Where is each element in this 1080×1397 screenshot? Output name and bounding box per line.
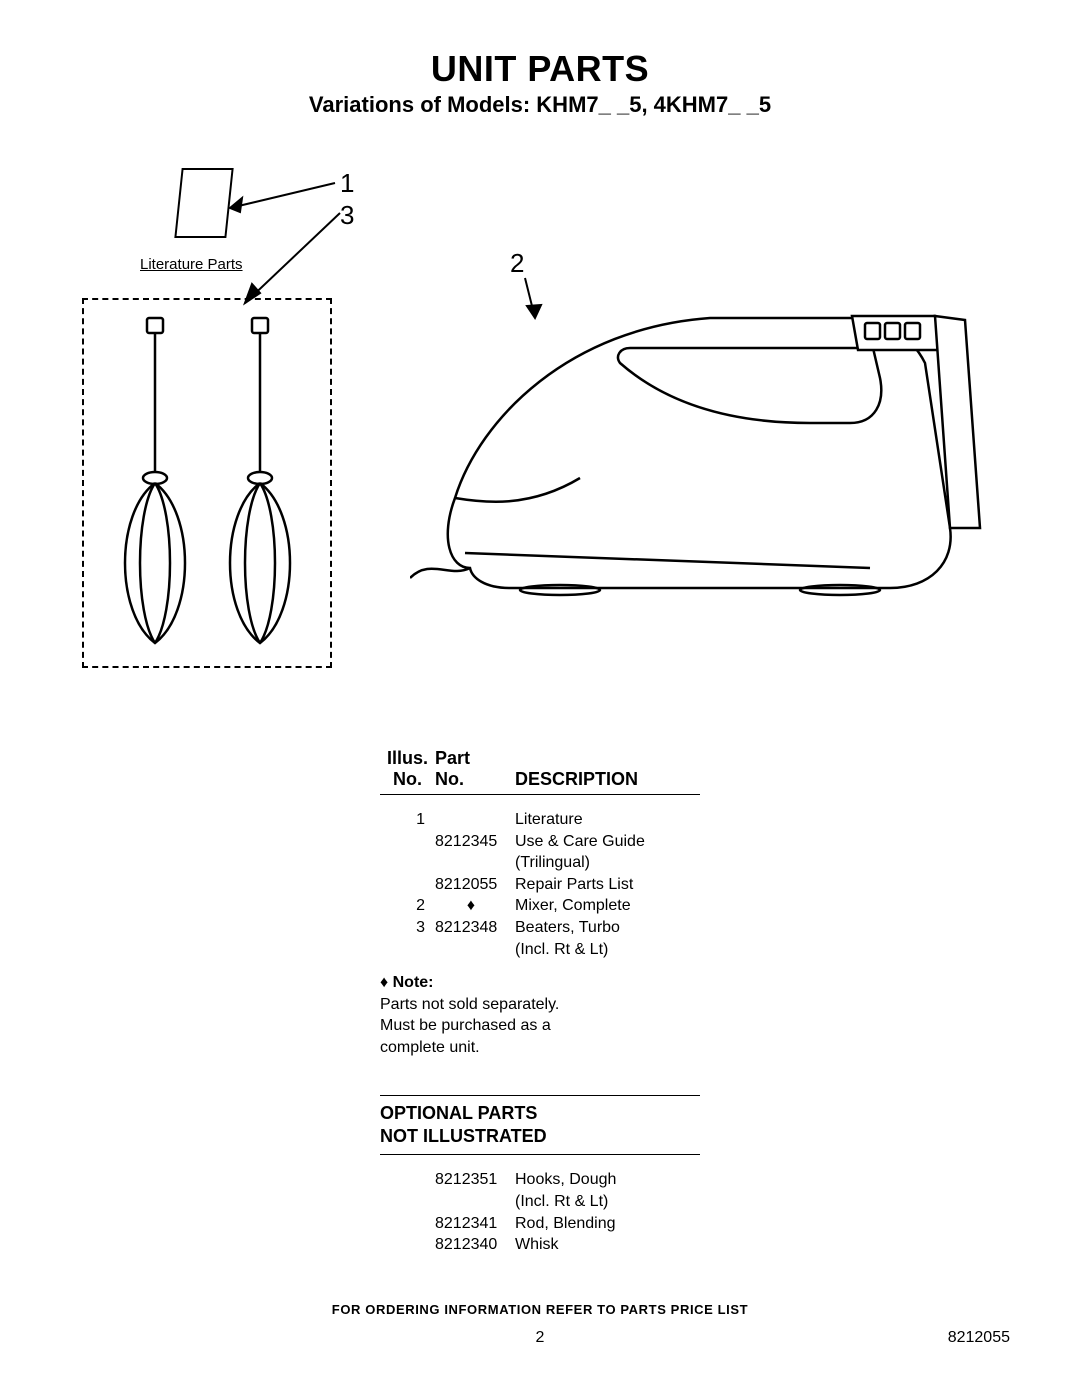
- cell-illus: [380, 1213, 435, 1235]
- table-row: 8212351Hooks, Dough: [380, 1169, 700, 1191]
- header-part: Part No.: [435, 748, 515, 790]
- parts-table: Illus. No. Part No. DESCRIPTION 1 Literat…: [380, 748, 700, 1256]
- page-title: UNIT PARTS: [60, 48, 1020, 90]
- table-row: (Incl. Rt & Lt): [380, 1191, 700, 1213]
- table-row: 8212341Rod, Blending: [380, 1213, 700, 1235]
- cell-illus: [380, 1169, 435, 1191]
- cell-illus: [380, 1234, 435, 1256]
- cell-part: 8212055: [435, 874, 515, 896]
- page-container: UNIT PARTS Variations of Models: KHM7_ _…: [0, 0, 1080, 1397]
- cell-desc: Repair Parts List: [515, 874, 700, 896]
- cell-desc: Use & Care Guide: [515, 831, 700, 853]
- footer-ordering: FOR ORDERING INFORMATION REFER TO PARTS …: [0, 1302, 1080, 1317]
- table-row: 2♦Mixer, Complete: [380, 895, 700, 917]
- table-row: (Trilingual): [380, 852, 700, 874]
- cell-illus: 3: [380, 917, 435, 939]
- cell-part: 8212345: [435, 831, 515, 853]
- cell-illus: [380, 1191, 435, 1213]
- cell-part: 8212351: [435, 1169, 515, 1191]
- note-label: ♦ Note:: [380, 974, 434, 991]
- note-line-3: complete unit.: [380, 1039, 480, 1056]
- cell-illus: [380, 874, 435, 896]
- header-illus-1: Illus.: [387, 748, 428, 768]
- header-illus: Illus. No.: [380, 748, 435, 790]
- table-row: 8212340Whisk: [380, 1234, 700, 1256]
- header-part-1: Part: [435, 748, 470, 768]
- note-line-1: Parts not sold separately.: [380, 996, 559, 1013]
- beater-right-icon: [210, 313, 310, 653]
- cell-illus: [380, 831, 435, 853]
- hand-mixer-icon: [410, 268, 1010, 668]
- optional-title: OPTIONAL PARTS NOT ILLUSTRATED: [380, 1102, 700, 1156]
- cell-part: [435, 852, 515, 874]
- cell-part: 8212340: [435, 1234, 515, 1256]
- optional-section: OPTIONAL PARTS NOT ILLUSTRATED 8212351Ho…: [380, 1095, 700, 1256]
- optional-title-2: NOT ILLUSTRATED: [380, 1126, 547, 1146]
- table-row: (Incl. Rt & Lt): [380, 939, 700, 961]
- page-number: 2: [0, 1329, 1080, 1347]
- table-header-row: Illus. No. Part No. DESCRIPTION: [380, 748, 700, 795]
- cell-part: 8212341: [435, 1213, 515, 1235]
- cell-part: [435, 809, 515, 831]
- document-number: 8212055: [948, 1329, 1010, 1347]
- cell-illus: 2: [380, 895, 435, 917]
- page-subtitle: Variations of Models: KHM7_ _5, 4KHM7_ _…: [60, 92, 1020, 118]
- cell-desc: (Incl. Rt & Lt): [515, 1191, 700, 1213]
- cell-desc: Rod, Blending: [515, 1213, 700, 1235]
- cell-part: [435, 939, 515, 961]
- cell-desc: Beaters, Turbo: [515, 917, 700, 939]
- cell-part: ♦: [435, 895, 515, 917]
- cell-part: [435, 1191, 515, 1213]
- cell-desc: (Trilingual): [515, 852, 700, 874]
- cell-illus: [380, 939, 435, 961]
- table-row: 38212348Beaters, Turbo: [380, 917, 700, 939]
- cell-desc: Whisk: [515, 1234, 700, 1256]
- cell-illus: [380, 852, 435, 874]
- optional-title-1: OPTIONAL PARTS: [380, 1103, 537, 1123]
- cell-desc: Literature: [515, 809, 700, 831]
- cell-illus: 1: [380, 809, 435, 831]
- cell-desc: Mixer, Complete: [515, 895, 700, 917]
- literature-parts-label: Literature Parts: [140, 256, 243, 273]
- table-row: 1 Literature: [380, 809, 700, 831]
- note-line-2: Must be purchased as a: [380, 1017, 551, 1034]
- cell-part: 8212348: [435, 917, 515, 939]
- note-block: ♦ Note: Parts not sold separately. Must …: [380, 972, 700, 1058]
- header-part-2: No.: [435, 769, 464, 789]
- table-row: 8212055Repair Parts List: [380, 874, 700, 896]
- header-illus-2: No.: [393, 769, 422, 789]
- beater-left-icon: [105, 313, 205, 653]
- cell-desc: (Incl. Rt & Lt): [515, 939, 700, 961]
- header-desc: DESCRIPTION: [515, 769, 700, 790]
- cell-desc: Hooks, Dough: [515, 1169, 700, 1191]
- diagram-area: Literature Parts 1 3 2: [60, 148, 1020, 708]
- table-row: 8212345Use & Care Guide: [380, 831, 700, 853]
